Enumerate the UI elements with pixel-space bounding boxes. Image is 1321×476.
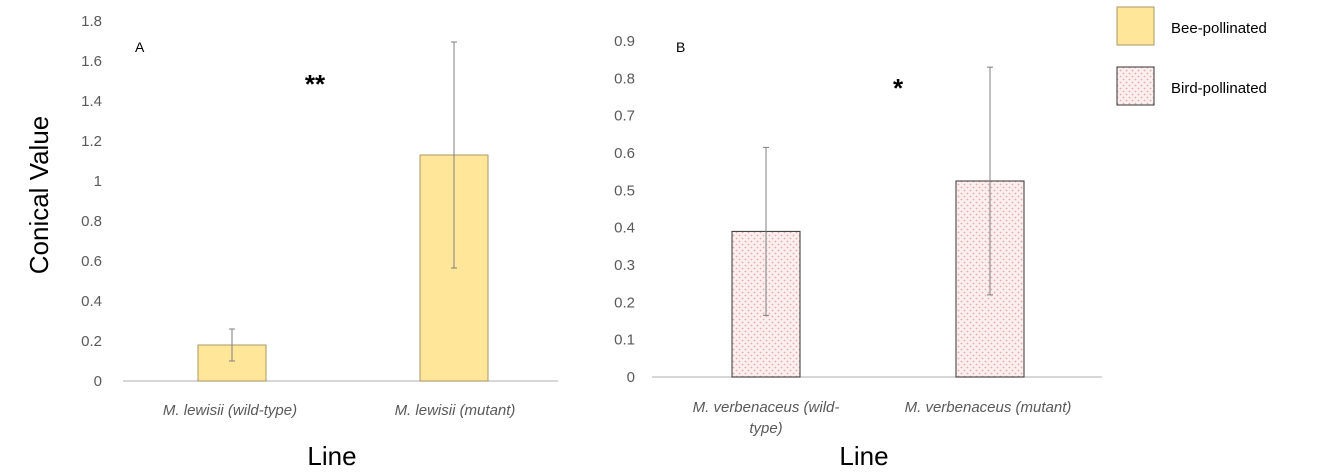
- category-label: M. lewisii (mutant): [395, 402, 516, 419]
- y-tick-label: 1.8: [81, 13, 102, 30]
- legend-swatch: [1116, 66, 1155, 106]
- y-tick-label: 1.2: [81, 133, 102, 150]
- y-tick-label: 0.4: [81, 293, 102, 310]
- y-tick-label: 0.7: [614, 108, 635, 125]
- y-tick-label: 0.4: [614, 220, 635, 237]
- x-axis-title: Line: [307, 441, 356, 471]
- legend-label: Bee-pollinated: [1171, 20, 1267, 37]
- category-label: M. verbenaceus (wild-: [693, 399, 840, 416]
- category-label: M. verbenaceus (mutant): [905, 399, 1072, 416]
- significance-marker: **: [305, 69, 326, 99]
- panel-label: B: [676, 39, 685, 55]
- y-tick-label: 0.8: [81, 213, 102, 230]
- y-tick-label: 1.6: [81, 53, 102, 70]
- y-tick-label: 0.9: [614, 33, 635, 50]
- panel-label: A: [135, 39, 145, 55]
- y-tick-label: 0.3: [614, 257, 635, 274]
- y-tick-label: 0.6: [614, 145, 635, 162]
- y-tick-label: 1.4: [81, 93, 102, 110]
- y-tick-label: 0: [94, 373, 102, 390]
- y-tick-label: 1: [94, 173, 102, 190]
- y-tick-label: 0.5: [614, 182, 635, 199]
- y-axis-title: Conical Value: [24, 116, 54, 275]
- y-tick-label: 0.6: [81, 253, 102, 270]
- y-tick-label: 0.1: [614, 332, 635, 349]
- y-tick-label: 0.2: [81, 333, 102, 350]
- category-label: type): [749, 420, 782, 437]
- y-tick-label: 0.8: [614, 70, 635, 87]
- y-tick-label: 0.2: [614, 294, 635, 311]
- legend-label: Bird-pollinated: [1171, 80, 1267, 97]
- significance-marker: *: [893, 73, 904, 103]
- x-axis-title: Line: [839, 441, 888, 471]
- category-label: M. lewisii (wild-type): [163, 402, 297, 419]
- legend-swatch: [1116, 6, 1155, 46]
- y-tick-label: 0: [627, 369, 635, 386]
